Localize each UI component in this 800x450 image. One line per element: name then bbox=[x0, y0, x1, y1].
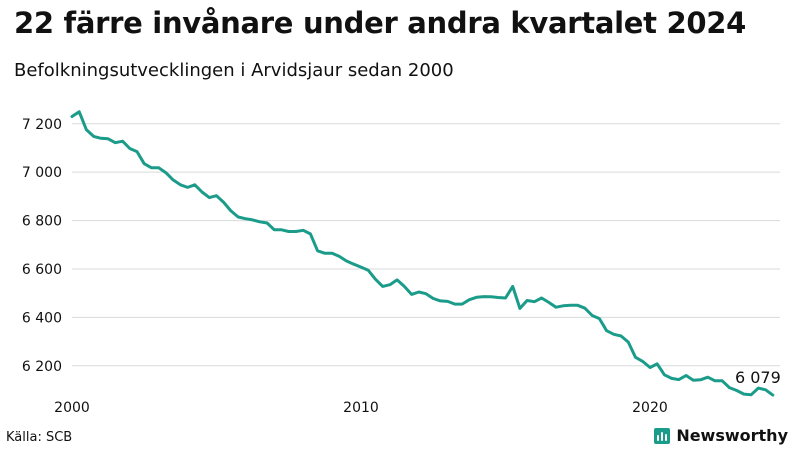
y-tick-label: 7 200 bbox=[22, 117, 62, 133]
chart-subtitle: Befolkningsutvecklingen i Arvidsjaur sed… bbox=[14, 60, 454, 81]
source-note: Källa: SCB bbox=[6, 430, 73, 445]
y-axis-labels: 6 200 6 400 6 600 6 800 7 000 7 200 bbox=[22, 117, 62, 375]
chart-title: 22 färre invånare under andra kvartalet … bbox=[14, 6, 746, 40]
y-tick-label: 7 000 bbox=[22, 165, 62, 181]
brand-name: Newsworthy bbox=[676, 426, 788, 445]
x-tick-label: 2010 bbox=[343, 400, 379, 416]
y-tick-label: 6 600 bbox=[22, 262, 62, 278]
x-tick-label: 2000 bbox=[54, 400, 90, 416]
x-axis-labels: 2000 2010 2020 bbox=[54, 400, 668, 416]
annotation-group: 6 079 bbox=[735, 368, 781, 387]
series-group bbox=[70, 110, 775, 397]
y-tick-label: 6 200 bbox=[22, 359, 62, 375]
population-series-line bbox=[70, 110, 775, 397]
end-value-label: 6 079 bbox=[735, 368, 781, 387]
grid-lines bbox=[72, 123, 780, 367]
newsworthy-logo-icon bbox=[654, 427, 671, 444]
y-tick-label: 6 800 bbox=[22, 214, 62, 230]
brand-badge: Newsworthy bbox=[654, 426, 788, 445]
y-tick-label: 6 400 bbox=[22, 310, 62, 326]
x-tick-label: 2020 bbox=[632, 400, 668, 416]
